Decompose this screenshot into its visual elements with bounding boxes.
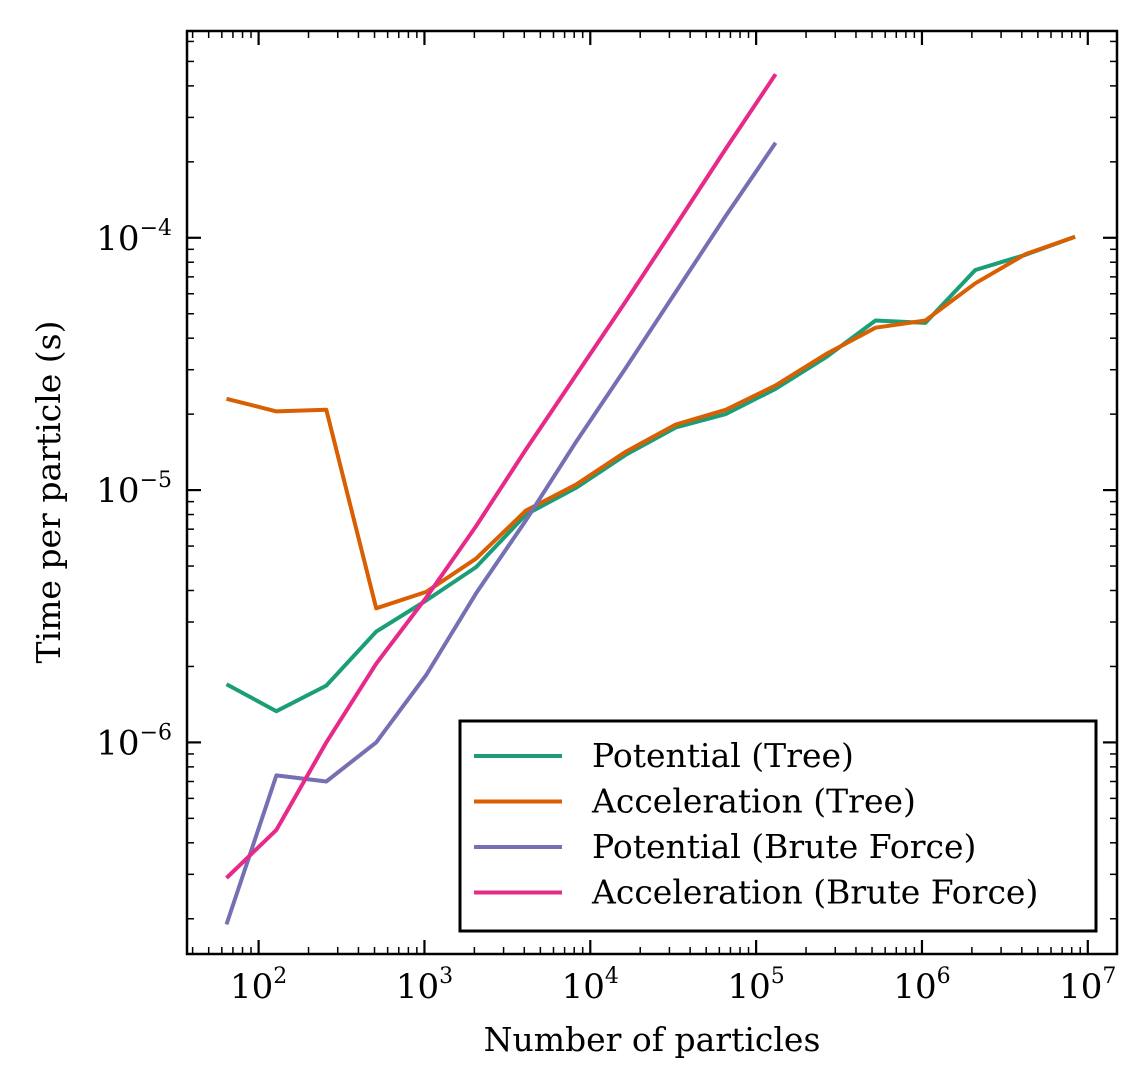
y-axis-label: Time per particle (s) bbox=[29, 321, 68, 664]
legend-label-1: Potential (Tree) bbox=[592, 736, 854, 775]
x-tick-label: 105 bbox=[727, 964, 784, 1007]
legend-label-3: Potential (Brute Force) bbox=[592, 827, 976, 866]
legend-frame bbox=[458, 719, 1098, 933]
series-line-3 bbox=[224, 141, 778, 926]
series-line-2 bbox=[226, 234, 1076, 611]
plot-frame bbox=[185, 29, 1119, 956]
legend: Potential (Tree) Acceleration (Tree) Poten… bbox=[458, 719, 1098, 933]
legend-label-4: Acceleration (Brute Force) bbox=[591, 873, 1038, 912]
y-tick-label: 10−6 bbox=[96, 720, 172, 763]
x-tick-label: 107 bbox=[1059, 964, 1116, 1007]
x-tick-label: 102 bbox=[230, 964, 287, 1007]
x-tick-labels: 102 103 104 105 106 107 bbox=[230, 964, 1116, 1007]
y-tick-labels: 10−6 10−5 10−4 bbox=[96, 216, 172, 764]
legend-label-2: Acceleration (Tree) bbox=[591, 782, 916, 821]
y-tick-label: 10−5 bbox=[96, 468, 172, 511]
x-axis-label: Number of particles bbox=[484, 1020, 821, 1059]
x-tick-label: 106 bbox=[893, 964, 950, 1007]
x-tick-label: 104 bbox=[562, 964, 619, 1007]
major-ticks bbox=[187, 31, 1117, 954]
y-tick-label: 10−4 bbox=[96, 216, 172, 259]
x-tick-label: 103 bbox=[396, 964, 453, 1007]
series-layer bbox=[224, 73, 1076, 926]
series-line-4 bbox=[225, 73, 778, 880]
